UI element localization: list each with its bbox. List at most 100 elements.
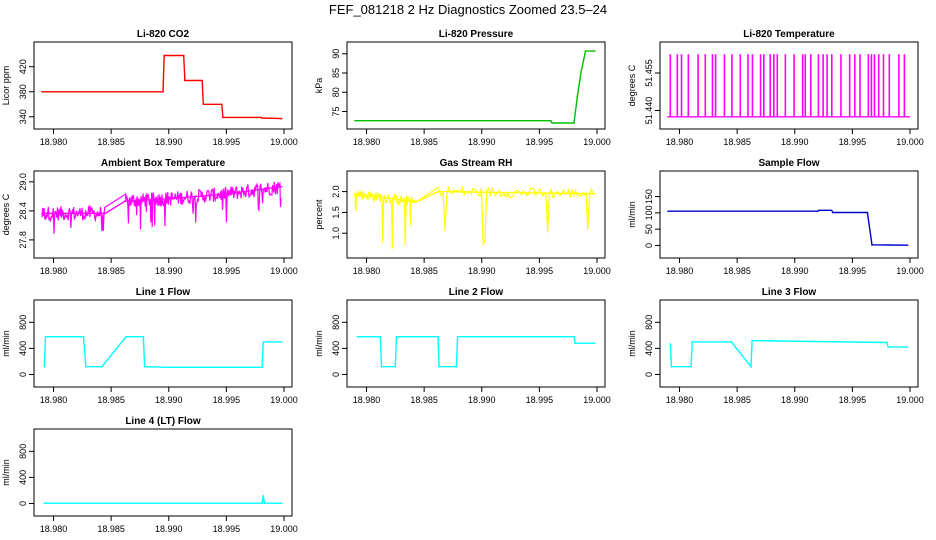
x-tick-label: 18.980: [40, 524, 68, 534]
y-tick-label: 51.440: [644, 97, 654, 125]
plot-frame: [33, 299, 293, 388]
x-tick-label: 19.000: [583, 266, 611, 276]
data-point: [456, 335, 459, 338]
data-point: [379, 335, 382, 338]
data-point: [262, 341, 265, 343]
plot-frame: [346, 299, 606, 388]
data-point: [163, 54, 165, 57]
x-tick-label: 18.995: [526, 137, 554, 147]
y-tick-label: 0: [18, 372, 28, 377]
plot-frame: [659, 170, 919, 259]
y-tick-label: 800: [331, 315, 341, 330]
y-axis-label: kPa: [314, 78, 324, 94]
y-tick-label: 0: [644, 243, 654, 248]
x-tick-label: 18.995: [213, 137, 241, 147]
x-tick-label: 19.000: [896, 137, 924, 147]
data-point: [906, 244, 909, 246]
x-tick-label: 18.990: [781, 395, 809, 405]
data-point: [280, 502, 283, 504]
data-point: [830, 209, 833, 212]
data-point: [580, 72, 582, 74]
x-tick-label: 18.990: [468, 137, 496, 147]
x-tick-label: 18.980: [666, 266, 694, 276]
panel-title: Gas Stream RH: [440, 158, 513, 169]
x-tick-label: 18.980: [353, 395, 381, 405]
data-point: [730, 341, 733, 343]
series-line: [42, 54, 282, 120]
x-tick-label: 18.980: [666, 137, 694, 147]
data-point: [380, 365, 383, 368]
data-point: [262, 494, 265, 497]
panel-3: Li-820 Temperature degrees C 18.980 18.985 1…: [627, 29, 924, 147]
y-axis-label: degrees C: [627, 64, 637, 106]
data-point: [818, 209, 820, 212]
x-tick-label: 18.980: [40, 137, 68, 147]
x-tick-label: 18.995: [526, 395, 554, 405]
data-point: [584, 50, 587, 52]
x-tick-label: 18.990: [155, 266, 183, 276]
data-point: [438, 365, 440, 368]
y-tick-label: 150: [644, 189, 654, 204]
data-point: [437, 190, 439, 193]
x-tick-label: 18.990: [781, 137, 809, 147]
panel-4: Ambient Box Temperature degrees C 18.980 18…: [1, 158, 298, 276]
data-point: [41, 90, 43, 93]
x-tick-label: 18.985: [723, 137, 751, 147]
panel-1: Li-820 CO2 Licor ppm 18.980 18.985 18.990 18.…: [1, 29, 298, 147]
data-point: [280, 341, 283, 343]
panel-6: Sample Flow ml/min 18.980 18.985 18.990 18.99…: [627, 158, 924, 276]
x-tick-label: 18.980: [666, 395, 694, 405]
x-tick-label: 18.995: [213, 266, 241, 276]
y-tick-label: 0: [644, 372, 654, 377]
data-point: [125, 335, 127, 338]
data-point: [887, 346, 889, 348]
data-point: [220, 103, 223, 106]
panel-title: Li-820 Temperature: [743, 29, 835, 40]
data-point: [669, 343, 672, 345]
plot-frame: [346, 41, 606, 130]
data-point: [82, 335, 85, 338]
x-tick-label: 18.995: [213, 524, 241, 534]
x-tick-label: 18.995: [839, 395, 867, 405]
panel-title: Ambient Box Temperature: [101, 158, 226, 169]
x-tick-label: 18.990: [155, 395, 183, 405]
y-tick-label: 1.5: [331, 206, 341, 219]
noise-trace: [41, 181, 282, 234]
x-tick-label: 18.985: [97, 524, 125, 534]
y-tick-label: 800: [18, 315, 28, 330]
data-point: [43, 502, 46, 504]
plot-frame: [659, 299, 919, 388]
x-tick-label: 19.000: [270, 395, 298, 405]
x-tick-label: 18.985: [723, 266, 751, 276]
x-tick-label: 18.990: [468, 395, 496, 405]
x-tick-label: 18.980: [353, 137, 381, 147]
data-point: [690, 365, 692, 368]
panel-10: Line 4 (LT) Flow ml/min 18.980 18.985 18.990…: [1, 416, 298, 534]
y-tick-label: 0: [331, 372, 341, 377]
y-tick-label: 100: [644, 205, 654, 220]
data-point: [667, 115, 669, 118]
data-point: [551, 122, 553, 124]
x-tick-label: 18.990: [781, 266, 809, 276]
plot-frame: [659, 41, 919, 130]
y-tick-label: 27.8: [18, 231, 28, 249]
data-point: [593, 50, 596, 52]
x-tick-label: 19.000: [583, 137, 611, 147]
data-point: [280, 117, 283, 120]
x-tick-label: 18.985: [97, 137, 125, 147]
data-point: [831, 211, 834, 214]
data-point: [751, 339, 753, 342]
data-point: [866, 211, 869, 214]
data-point: [573, 122, 575, 124]
y-axis-label: ml/min: [627, 330, 637, 357]
x-tick-label: 18.985: [97, 395, 125, 405]
x-tick-label: 18.985: [97, 266, 125, 276]
x-tick-label: 19.000: [583, 395, 611, 405]
data-point: [142, 335, 145, 338]
panel-title: Line 4 (LT) Flow: [125, 416, 201, 427]
panel-title: Line 2 Flow: [449, 287, 504, 298]
x-tick-label: 18.985: [410, 395, 438, 405]
data-point: [104, 212, 107, 215]
x-tick-label: 19.000: [270, 137, 298, 147]
y-tick-label: 28.4: [18, 202, 28, 220]
